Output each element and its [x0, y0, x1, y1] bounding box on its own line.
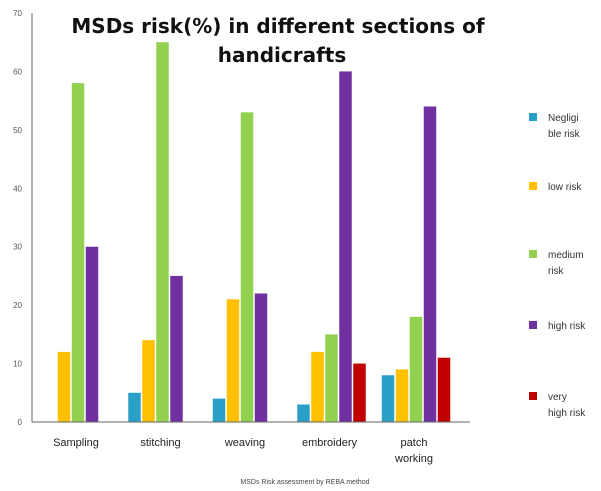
legend-swatch	[529, 113, 537, 121]
chart-title-line: handicrafts	[218, 43, 347, 67]
bar	[57, 351, 71, 422]
legend-label: high risk	[548, 321, 586, 332]
bar	[395, 369, 409, 422]
legend-label: very	[548, 392, 567, 403]
chart-title-line: MSDs risk(%) in different sections of	[71, 14, 484, 38]
y-tick-label: 10	[13, 360, 22, 369]
bar	[226, 299, 240, 422]
bar	[142, 340, 155, 422]
y-tick-label: 50	[13, 126, 22, 135]
y-axis: 0 10 20 30 40 50 60 70	[13, 9, 33, 427]
bar	[128, 392, 141, 422]
legend-item: high risk	[529, 321, 586, 332]
legend: Negligi ble risk low risk medium risk high ri…	[529, 113, 586, 419]
legend-swatch	[529, 321, 537, 329]
bar	[437, 357, 451, 422]
legend-swatch	[529, 182, 537, 190]
bar	[71, 83, 85, 422]
bar	[85, 246, 99, 422]
legend-item: medium risk	[529, 250, 584, 277]
x-tick-label: patch	[401, 437, 428, 449]
y-tick-label: 30	[13, 243, 22, 252]
bar	[339, 71, 352, 422]
y-tick-label: 70	[13, 9, 22, 18]
bar	[170, 275, 183, 422]
bar	[156, 42, 169, 422]
x-axis: Sampling stitching weaving embroidery patch w…	[32, 421, 470, 465]
chart-title: MSDs risk(%) in different sections of han…	[71, 14, 484, 67]
bar	[254, 293, 268, 422]
legend-item: Negligi ble risk	[529, 113, 581, 140]
y-tick-label: 20	[13, 301, 22, 310]
y-tick-label: 40	[13, 184, 22, 193]
legend-swatch	[529, 250, 537, 258]
x-tick-label: embroidery	[302, 437, 358, 449]
bar	[311, 351, 324, 422]
bar	[325, 334, 338, 422]
legend-label: risk	[548, 266, 565, 277]
legend-label: low risk	[548, 182, 582, 193]
x-tick-label: working	[394, 453, 433, 465]
bar	[409, 316, 423, 422]
legend-swatch	[529, 392, 537, 400]
legend-item: low risk	[529, 182, 582, 193]
bar	[240, 112, 254, 422]
legend-item: very high risk	[529, 392, 586, 419]
x-tick-label: stitching	[140, 437, 180, 449]
plot-area	[57, 42, 451, 422]
bar	[423, 106, 437, 422]
x-tick-label: weaving	[224, 437, 265, 449]
legend-label: ble risk	[548, 129, 581, 140]
legend-label: medium	[548, 250, 584, 261]
y-tick-label: 60	[13, 67, 22, 76]
bar	[381, 375, 395, 422]
legend-label: Negligi	[548, 113, 579, 124]
bar	[353, 363, 366, 422]
legend-label: high risk	[548, 408, 586, 419]
x-tick-label: Sampling	[53, 437, 99, 449]
bar	[212, 398, 226, 422]
x-axis-label: MSDs Risk assessment by REBA method	[240, 479, 369, 486]
y-tick-label: 0	[18, 418, 23, 427]
bar	[297, 404, 310, 422]
